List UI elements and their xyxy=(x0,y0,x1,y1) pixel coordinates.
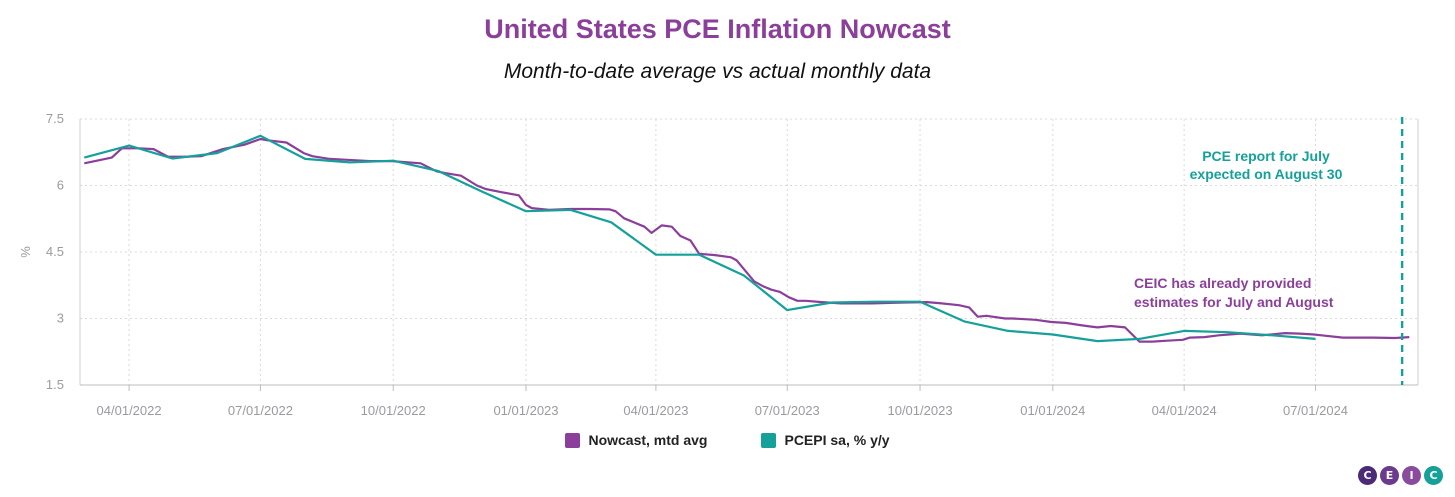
logo-letter: C xyxy=(1424,466,1443,485)
y-tick-label: 6 xyxy=(57,178,64,193)
x-tick-label: 07/01/2024 xyxy=(1283,403,1348,418)
x-tick-label: 04/01/2024 xyxy=(1152,403,1217,418)
x-tick-label: 01/01/2023 xyxy=(493,403,558,418)
annotation-estimates-text: CEIC has already provided xyxy=(1134,275,1311,291)
logo-letter: E xyxy=(1380,466,1399,485)
x-tick-label: 04/01/2023 xyxy=(623,403,688,418)
legend: Nowcast, mtd avg PCEPI sa, % y/y xyxy=(0,432,1455,448)
annotation-estimates-text: estimates for July and August xyxy=(1134,294,1334,310)
x-tick-label: 07/01/2022 xyxy=(228,403,293,418)
y-tick-label: 4.5 xyxy=(46,244,64,259)
y-tick-label: 3 xyxy=(57,311,64,326)
chart-title: United States PCE Inflation Nowcast xyxy=(484,14,951,44)
x-tick-label: 10/01/2023 xyxy=(887,403,952,418)
ceic-logo: C E I C xyxy=(1358,466,1443,485)
legend-swatch-nowcast xyxy=(565,432,581,448)
annotation-report-text: PCE report for July xyxy=(1202,148,1330,164)
series-line-pcepi xyxy=(84,134,1316,343)
logo-letter: C xyxy=(1358,466,1377,485)
legend-label-pcepi: PCEPI sa, % y/y xyxy=(784,432,890,448)
series-lines xyxy=(84,134,1410,343)
x-tick-label: 01/01/2024 xyxy=(1020,403,1085,418)
y-tick-label: 7.5 xyxy=(46,111,64,126)
legend-swatch-pcepi xyxy=(761,432,777,448)
x-tick-label: 04/01/2022 xyxy=(97,403,162,418)
series-line-nowcast xyxy=(84,137,1410,343)
y-tick-label: 1.5 xyxy=(46,377,64,392)
axes: 1.5 3 4.5 6 7.5% 04/01/2022 07/01/2022 10/01/20… xyxy=(18,111,1419,418)
x-tick-label: 10/01/2022 xyxy=(361,403,426,418)
logo-letter: I xyxy=(1402,466,1421,485)
y-axis-label: % xyxy=(18,246,33,258)
annotations: PCE report for July expected on August 30… xyxy=(1134,117,1404,385)
x-tick-label: 07/01/2023 xyxy=(755,403,820,418)
legend-item-nowcast[interactable]: Nowcast, mtd avg xyxy=(565,432,707,448)
annotation-report-text: expected on August 30 xyxy=(1190,166,1343,182)
chart-subtitle: Month-to-date average vs actual monthly … xyxy=(503,60,932,83)
grid-lines xyxy=(80,118,1418,385)
legend-label-nowcast: Nowcast, mtd avg xyxy=(588,432,708,448)
legend-item-pcepi[interactable]: PCEPI sa, % y/y xyxy=(761,432,890,448)
